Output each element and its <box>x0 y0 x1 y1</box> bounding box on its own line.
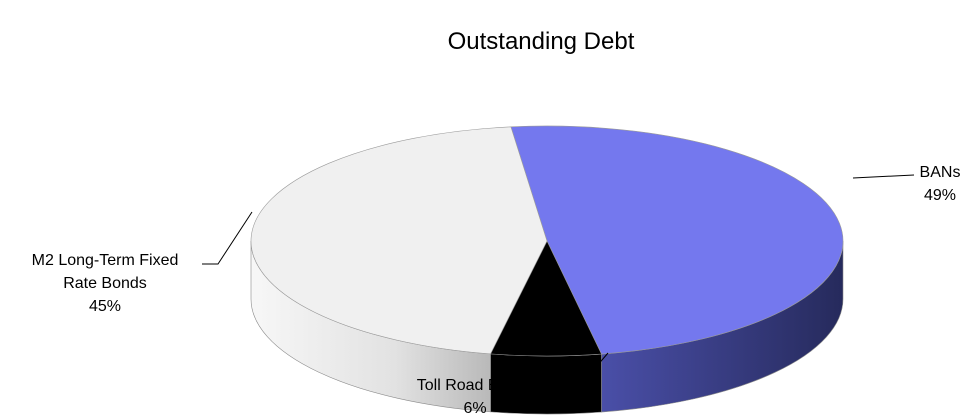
slice-label-m2-line-2: Rate Bonds <box>63 275 147 292</box>
slice-label-bans: BANs <box>920 164 961 181</box>
leader-line-toll-road-bonds <box>564 352 609 389</box>
slice-label-toll-road-bonds: Toll Road Bonds <box>417 377 534 394</box>
slice-percent-toll-road-bonds: 6% <box>463 400 486 417</box>
slice-percent-m2-bonds: 45% <box>89 298 121 315</box>
leader-line-m2-bonds <box>202 211 253 265</box>
chart-title: Outstanding Debt <box>448 28 635 55</box>
label-group-bans: BANs 49% <box>852 164 961 204</box>
pie-slice-bans <box>510 125 844 355</box>
pie-slice-m2-bonds <box>250 126 548 355</box>
pie-tops <box>250 125 844 357</box>
slice-percent-bans: 49% <box>924 187 956 204</box>
label-group-m2-bonds: M2 Long-Term Fixed Rate Bonds 45% <box>32 211 253 315</box>
leader-line-bans <box>852 174 915 179</box>
slice-label-m2-line-1: M2 Long-Term Fixed <box>32 252 179 269</box>
label-group-toll-road-bonds: Toll Road Bonds 6% <box>417 352 609 417</box>
